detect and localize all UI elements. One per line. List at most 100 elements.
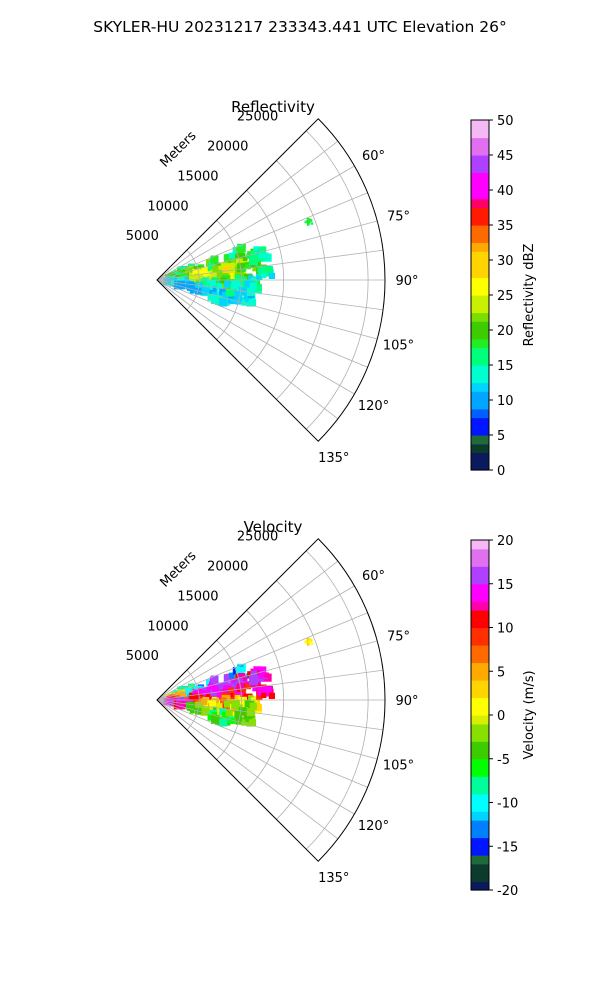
velocity-echo-cell <box>179 691 188 699</box>
reflectivity-echo-cell <box>263 266 272 275</box>
velocity-colorbar-segment <box>471 758 489 769</box>
velocity-echo-cell <box>192 688 200 696</box>
velocity-azimuth-spoke <box>156 560 339 701</box>
reflectivity-colorbar-tick-label: 35 <box>497 219 514 234</box>
velocity-colorbar-tick-label: -10 <box>497 797 518 812</box>
reflectivity-colorbar-segment <box>471 172 489 182</box>
reflectivity-echo-cell <box>237 262 245 270</box>
velocity-colorbar-segment <box>471 802 489 812</box>
velocity-echo-cell <box>258 690 264 696</box>
reflectivity-colorbar-segment <box>471 295 489 305</box>
velocity-azimuth-spoke <box>156 699 339 840</box>
velocity-colorbar-segment <box>471 618 489 629</box>
reflectivity-echo-cell <box>189 272 197 281</box>
reflectivity-echo-cell <box>210 269 218 277</box>
reflectivity-colorbar-segment <box>471 260 489 270</box>
velocity-echo-cell <box>215 682 222 689</box>
reflectivity-echo-cell <box>234 274 241 281</box>
reflectivity-colorbar-segment <box>471 277 489 287</box>
reflectivity-colorbar-segment <box>471 356 489 366</box>
reflectivity-azimuth-tick-label: 135° <box>318 451 349 466</box>
reflectivity-echo-cell <box>224 280 231 288</box>
reflectivity-colorbar-tick-label: 0 <box>497 464 505 479</box>
velocity-range-tick-label: 25000 <box>237 530 278 545</box>
velocity-colorbar-segment <box>471 776 489 786</box>
velocity-echo-cell <box>258 672 265 679</box>
reflectivity-colorbar-segment <box>471 452 489 462</box>
velocity-panel: Velocity 5000 10000 15000 20000 25000 Meters 60… <box>126 518 537 899</box>
velocity-echo-cell <box>253 666 261 674</box>
velocity-echo-cell <box>214 685 223 694</box>
velocity-azimuth-tick-label: 105° <box>383 759 414 774</box>
reflectivity-colorbar-segment <box>471 365 489 375</box>
velocity-echo-cell <box>252 684 260 692</box>
velocity-echo-cell <box>200 698 208 706</box>
velocity-echo-cell <box>187 702 196 711</box>
reflectivity-colorbar-segment <box>471 312 489 322</box>
reflectivity-echo-cell <box>308 219 312 222</box>
reflectivity-echo-cell <box>260 246 267 253</box>
reflectivity-colorbar-segment <box>471 128 489 139</box>
velocity-echo-cell <box>238 707 247 715</box>
velocity-colorbar-segment <box>471 680 489 690</box>
velocity-colorbar-segment <box>471 653 489 664</box>
velocity-colorbar-segment <box>471 636 489 646</box>
velocity-colorbar-segment <box>471 750 489 760</box>
reflectivity-sector-frame <box>156 118 386 442</box>
reflectivity-azimuth-spoke <box>156 192 368 281</box>
reflectivity-echo-cell <box>306 218 310 221</box>
velocity-echo-cell <box>176 700 186 710</box>
reflectivity-echo-cell <box>247 251 254 258</box>
velocity-colorbar-segment <box>471 723 489 734</box>
velocity-echo-cell <box>249 702 257 710</box>
velocity-colorbar-tick-label: 15 <box>497 578 514 593</box>
reflectivity-colorbar-segment <box>471 391 489 401</box>
velocity-azimuth-tick-label: 90° <box>395 694 418 709</box>
reflectivity-colorbar-tick-label: 15 <box>497 359 514 374</box>
velocity-colorbar-segment <box>471 863 489 874</box>
velocity-azimuth-spoke <box>156 699 368 788</box>
velocity-echo-cell <box>216 703 223 710</box>
velocity-colorbar-tick-label: -20 <box>497 884 518 899</box>
reflectivity-azimuth-spoke <box>156 249 384 281</box>
velocity-echo-cell <box>247 671 254 678</box>
reflectivity-colorbar-tick-label: 10 <box>497 394 514 409</box>
reflectivity-echo-cell <box>192 268 200 276</box>
reflectivity-echo-cell <box>193 273 200 280</box>
velocity-colorbar-segment <box>471 828 489 839</box>
reflectivity-colorbar-segment <box>471 347 489 357</box>
velocity-colorbar-segment <box>471 785 489 795</box>
velocity-echo-cell <box>257 686 264 692</box>
velocity-echo-cell <box>212 685 219 693</box>
reflectivity-echo-cell <box>219 298 228 307</box>
velocity-echo-cell <box>209 699 217 707</box>
reflectivity-echo-cell <box>248 299 257 307</box>
velocity-echo-cell <box>207 714 215 721</box>
velocity-echo-cell <box>243 713 250 720</box>
reflectivity-echo-cell <box>189 288 195 294</box>
reflectivity-range-tick-label: 15000 <box>177 169 218 184</box>
velocity-echo-cell <box>307 642 310 645</box>
velocity-echo-cell <box>207 683 216 692</box>
velocity-azimuth-spoke <box>156 699 384 731</box>
velocity-colorbar-tick-label: -15 <box>497 840 518 855</box>
reflectivity-echo-cell <box>229 298 235 304</box>
velocity-azimuth-tick-label: 120° <box>358 819 389 834</box>
reflectivity-echo-cell <box>216 269 225 278</box>
velocity-azimuth-tick-label: 75° <box>387 629 410 644</box>
reflectivity-colorbar-segment <box>471 303 489 314</box>
velocity-azimuth-spoke <box>156 585 355 701</box>
velocity-echo-cell <box>263 686 272 695</box>
reflectivity-echo-cell <box>201 287 210 296</box>
velocity-echo-cell <box>189 708 195 714</box>
velocity-echo-cell <box>268 692 276 699</box>
reflectivity-range-tick-label: 20000 <box>207 140 248 155</box>
reflectivity-colorbar-segment <box>471 382 489 392</box>
reflectivity-echo-cell <box>304 220 307 224</box>
velocity-echo-cell <box>310 642 314 645</box>
reflectivity-colorbar-segment <box>471 400 489 410</box>
velocity-colorbar-segment <box>471 715 489 725</box>
velocity-echo-cell <box>250 670 260 680</box>
velocity-range-tick-label: 15000 <box>177 589 218 604</box>
